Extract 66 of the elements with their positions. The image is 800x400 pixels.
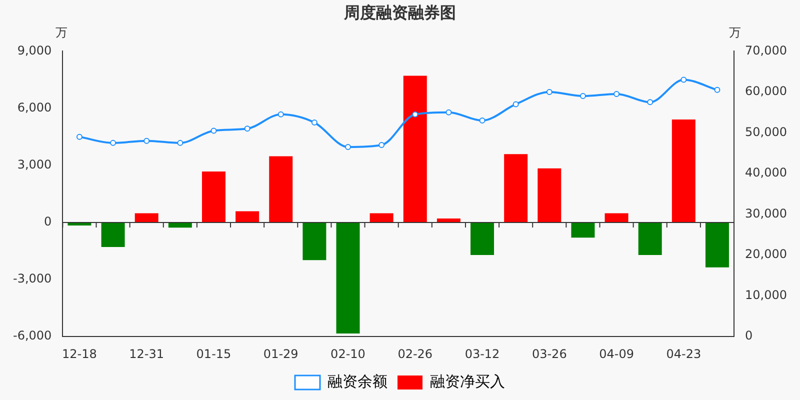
bar bbox=[672, 120, 696, 222]
x-tick-label: 04-09 bbox=[599, 346, 634, 361]
point bbox=[580, 93, 586, 100]
x-tick-label: 12-18 bbox=[62, 346, 97, 361]
point bbox=[479, 118, 486, 124]
y2-tick-label: 60,000 bbox=[745, 84, 788, 98]
point bbox=[614, 91, 620, 98]
bar bbox=[134, 213, 158, 222]
x-tick-label: 02-26 bbox=[398, 346, 433, 361]
y-tick-label: 6,000 bbox=[17, 100, 52, 114]
x-tick-label: 12-31 bbox=[129, 346, 164, 361]
point bbox=[345, 144, 351, 150]
bar bbox=[638, 222, 662, 255]
point bbox=[311, 120, 318, 126]
x-tick-label: 01-29 bbox=[263, 346, 298, 361]
point bbox=[714, 86, 720, 93]
legend-label: 融资净买入 bbox=[430, 372, 505, 390]
point bbox=[412, 111, 418, 118]
bar bbox=[336, 222, 360, 334]
point bbox=[512, 101, 519, 108]
y-tick-label: -3,000 bbox=[12, 272, 52, 286]
y-tick-label: 9,000 bbox=[17, 43, 52, 58]
y2-tick-label: 10,000 bbox=[745, 288, 788, 302]
legend-label: 融资余额 bbox=[328, 372, 388, 390]
y-tick-label: 3,000 bbox=[17, 157, 52, 172]
bar bbox=[571, 222, 595, 238]
x-tick-label: 04-23 bbox=[666, 346, 702, 361]
bar bbox=[470, 222, 494, 255]
y2-tick-label: 20,000 bbox=[745, 247, 788, 262]
bar bbox=[705, 222, 729, 268]
bar bbox=[202, 171, 226, 222]
bar bbox=[370, 213, 394, 222]
bar bbox=[538, 168, 562, 222]
point bbox=[177, 140, 184, 146]
chart-title: 周度融资融券图 bbox=[343, 2, 456, 22]
y2-tick-label: 40,000 bbox=[745, 166, 788, 180]
x-tick-label: 03-12 bbox=[464, 346, 500, 361]
bar bbox=[101, 222, 125, 247]
y-tick-label: 0 bbox=[44, 214, 52, 229]
point bbox=[546, 88, 552, 95]
bar bbox=[269, 156, 293, 222]
point bbox=[76, 134, 82, 140]
point bbox=[378, 142, 385, 148]
y2-axis-title: 万 bbox=[729, 25, 742, 40]
bar bbox=[302, 222, 326, 260]
y2-tick-label: 0 bbox=[745, 328, 753, 343]
point bbox=[680, 76, 687, 83]
point bbox=[210, 128, 217, 134]
point bbox=[278, 111, 284, 118]
x-tick-label: 03-26 bbox=[532, 346, 567, 361]
point bbox=[446, 109, 452, 116]
x-tick-label: 02-10 bbox=[330, 346, 366, 361]
y-axis-title: 万 bbox=[56, 25, 68, 40]
bar bbox=[236, 211, 260, 222]
point bbox=[110, 140, 116, 146]
y2-tick-label: 50,000 bbox=[745, 124, 788, 139]
bar bbox=[504, 154, 528, 222]
y2-tick-label: 30,000 bbox=[745, 206, 788, 220]
point bbox=[647, 99, 654, 106]
x-tick-label: 01-15 bbox=[196, 346, 232, 361]
y2-tick-label: 70,000 bbox=[745, 43, 788, 58]
point bbox=[144, 138, 150, 144]
bar bbox=[403, 76, 427, 222]
y-tick-label: -6,000 bbox=[12, 328, 52, 343]
point bbox=[244, 126, 250, 132]
bar bbox=[604, 213, 628, 222]
